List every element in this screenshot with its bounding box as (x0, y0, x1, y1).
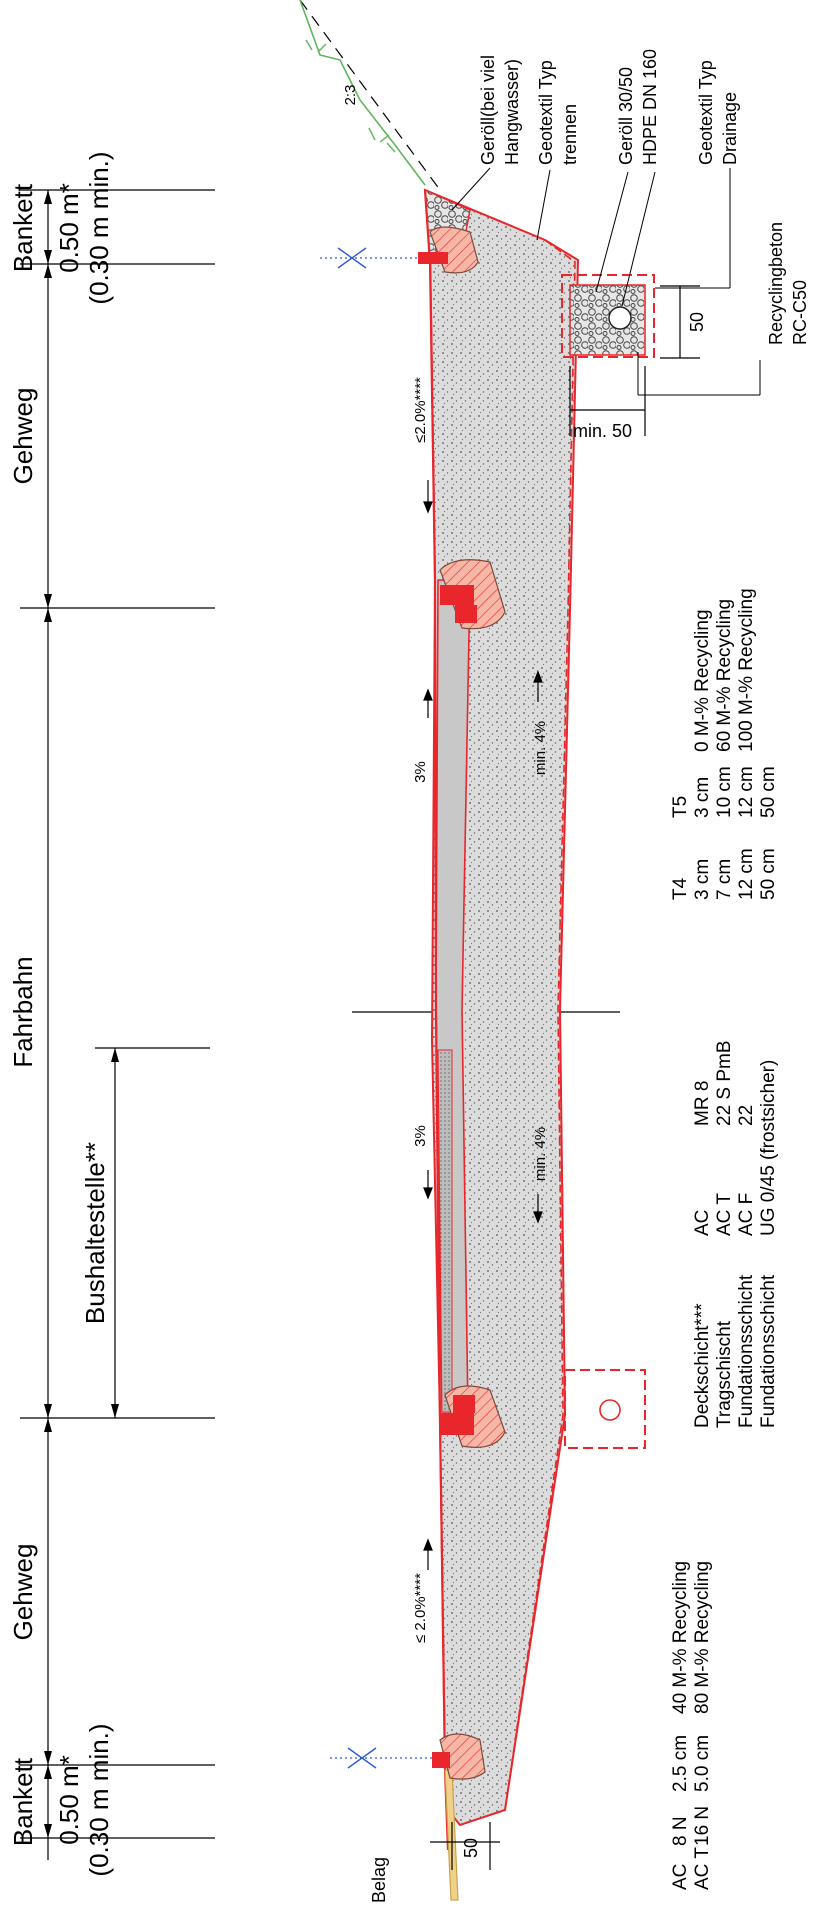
dim-bankett-bottom-min: (0.30 m min.) (84, 1723, 114, 1876)
kerb-bottom-bankett (432, 1733, 486, 1780)
label-bankett-top: Bankett (8, 183, 38, 272)
belag-table-cell: 16 N (692, 1806, 713, 1846)
layers-table-cell: UG 0/45 (frostsicher) (758, 1060, 779, 1236)
label-belag: Belag (369, 1857, 389, 1903)
layers-table-cell: 10 cm (714, 766, 735, 818)
belag-table: AC 8 N 2.5 cm 40 M-% Recycling AC T16 N 5.0 c… (670, 1561, 713, 1890)
callout-hdpe: HDPE DN 160 (640, 49, 660, 165)
layers-table-header: T5 (670, 796, 691, 818)
layers-table-cell: Deckschicht*** (692, 1303, 713, 1428)
belag-table-cell: 2.5 cm (670, 1735, 691, 1792)
callout-recyclingbeton-2: RC-C50 (790, 280, 810, 345)
slope-bottom-walkway: ≤ 2.0%**** (412, 1573, 429, 1643)
layers-table-cell: AC (692, 1210, 713, 1236)
belag-table-cell: 5.0 cm (692, 1735, 713, 1792)
label-bankett-bottom: Bankett (8, 1757, 38, 1846)
drainage-bottom (564, 1369, 646, 1449)
layers-table-cell: Tragschischt (714, 1320, 735, 1428)
belag-table-cell: AC (670, 1864, 691, 1890)
layers-table-cell: MR 8 (692, 1081, 713, 1126)
layers-table-cell: 12 cm (736, 766, 757, 818)
layers-table-cell: Fundationsschicht (758, 1274, 779, 1428)
callout-geotextil-trennen-1: Geotextil Typ (536, 60, 556, 165)
label-gehweg-top: Gehweg (8, 388, 38, 485)
belag-dim (430, 1822, 500, 1870)
dim-bankett-top-width: 0.50 m* (54, 183, 84, 273)
layers-table-cell: 3 cm (692, 859, 713, 900)
layers-table-cell: Fundationsschicht (736, 1274, 757, 1428)
callout-geotextil-drainage-1: Geotextil Typ (696, 60, 716, 165)
layers-table-header: T4 (670, 877, 691, 900)
layers-table-cell: 50 cm (758, 766, 779, 818)
layers-table-cell: 22 S PmB (714, 1040, 735, 1126)
dim-bankett-bottom-width: 0.50 m* (54, 1755, 84, 1845)
drain-offset-dim: min. 50 (573, 421, 632, 441)
layers-table: Deckschicht*** AC MR 8 3 cm 3 cm 0 M-% Recycl… (670, 588, 779, 1428)
layers-table-cell: 60 M-% Recycling (714, 599, 735, 752)
water-marker-top (320, 247, 418, 269)
geotextile-line (504, 239, 576, 1811)
belag-table-cell: 8 N (670, 1816, 691, 1846)
slope-bottom-base: min. 4% (532, 1127, 549, 1181)
slope-top-base: min. 4% (532, 721, 549, 775)
layers-table-cell: AC F (736, 1193, 757, 1236)
layers-table-cell: 50 cm (758, 848, 779, 900)
layers-table-cell: 22 (736, 1105, 757, 1126)
belag-table-cell: AC T (692, 1847, 713, 1890)
embankment-slope: 2:3 (342, 85, 359, 106)
layers-table-cell: 0 M-% Recycling (692, 609, 713, 752)
callout-geroell-1: Geröll(bei viel (478, 55, 498, 165)
belag-dim-value: 50 (461, 1838, 481, 1858)
label-bushaltestelle: Bushaltestelle** (80, 1142, 110, 1324)
slope-top-road: 3% (412, 761, 429, 783)
kerb-top-gehweg (439, 559, 506, 630)
layers-table-cell: 12 cm (736, 848, 757, 900)
drainage-top (561, 274, 655, 358)
terrain-embankment (299, 0, 441, 191)
dimension-arrows (44, 190, 119, 1838)
layers-table-cell: AC T (714, 1193, 735, 1236)
callout-leaders (451, 167, 761, 396)
drain-dims (569, 285, 700, 436)
callout-geotextil-trennen-2: trennen (560, 104, 580, 165)
belag-table-cell: 80 M-% Recycling (692, 1561, 713, 1714)
callout-recyclingbeton-1: Recyclingbeton (766, 222, 786, 345)
callout-geroell-3050: Geröll 30/50 (616, 67, 636, 165)
slope-top-walkway: ≤2.0%**** (412, 377, 429, 443)
layers-table-cell: 7 cm (714, 859, 735, 900)
label-gehweg-bottom: Gehweg (8, 1544, 38, 1641)
section-dimension-axis (20, 189, 215, 1860)
drain-depth-dim: 50 (687, 312, 707, 332)
belag-table-cell: 40 M-% Recycling (670, 1561, 691, 1714)
water-marker-bottom (330, 1747, 432, 1769)
slope-arrows (423, 480, 543, 1570)
dim-bankett-top-min: (0.30 m min.) (84, 151, 114, 304)
layers-table-cell: 100 M-% Recycling (736, 588, 757, 752)
callout-geotextil-drainage-2: Drainage (720, 92, 740, 165)
slope-bottom-road: 3% (412, 1125, 429, 1147)
kerb-top-bankett (418, 226, 479, 274)
layers-table-cell: 3 cm (692, 777, 713, 818)
label-fahrbahn: Fahrbahn (8, 956, 38, 1067)
callout-geroell-2: Hangwasser) (502, 59, 522, 165)
kerb-bottom-gehweg (440, 1385, 506, 1448)
